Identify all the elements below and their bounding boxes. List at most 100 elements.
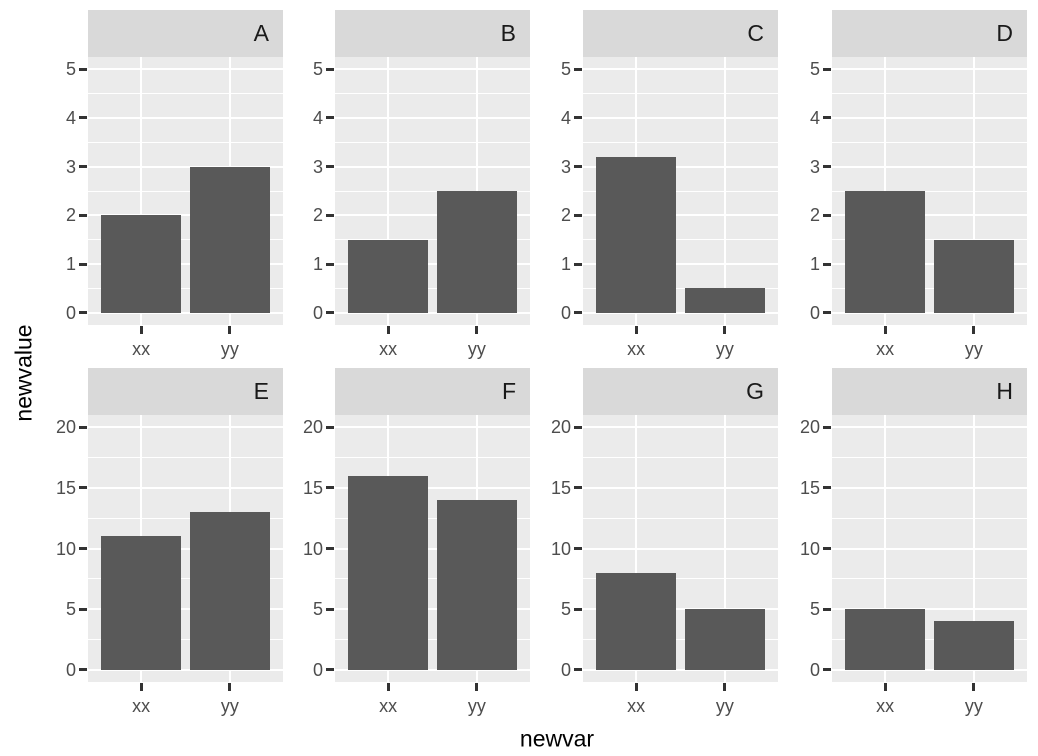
facet-strip-label: E (253, 378, 269, 404)
grid-major-line (88, 263, 283, 266)
grid-minor-line (88, 239, 283, 241)
facet-strip-label: B (500, 20, 516, 46)
y-tick-mark (79, 668, 87, 672)
facet-panel (88, 415, 283, 682)
grid-minor-line (335, 190, 530, 192)
y-tick-label: 15 (55, 477, 76, 498)
y-tick-label: 5 (560, 599, 571, 620)
bar-yy (933, 239, 1014, 313)
grid-major-line-vertical (884, 415, 887, 682)
y-tick-label: 5 (65, 599, 76, 620)
y-axis-title: newvalue (10, 324, 37, 422)
grid-minor-line (583, 639, 778, 641)
x-tick-mark (475, 683, 479, 691)
x-tick-mark (883, 683, 887, 691)
grid-major-line (335, 165, 530, 168)
facet-panel (335, 57, 530, 325)
grid-minor-line (832, 239, 1027, 241)
grid-major-line (583, 311, 778, 314)
y-tick-mark (79, 213, 87, 217)
facet-strip-label: H (996, 378, 1013, 404)
y-tick-label: 5 (312, 59, 323, 80)
grid-minor-line (335, 239, 530, 241)
grid-major-line (335, 68, 530, 71)
y-tick-mark (574, 213, 582, 217)
grid-minor-line (832, 639, 1027, 641)
bar-xx (596, 156, 677, 313)
grid-major-line-vertical (723, 57, 726, 325)
grid-minor-line (832, 517, 1027, 519)
grid-major-line (335, 311, 530, 314)
y-tick-mark (823, 67, 831, 71)
facet-strip-label: C (747, 20, 764, 46)
y-tick-mark (326, 165, 334, 169)
y-tick-mark (79, 116, 87, 120)
grid-minor-line (583, 578, 778, 580)
y-tick-mark (823, 116, 831, 120)
grid-minor-line (335, 639, 530, 641)
grid-major-line (88, 311, 283, 314)
grid-major-line (88, 214, 283, 217)
y-tick-mark (79, 607, 87, 611)
y-tick-label: 5 (560, 59, 571, 80)
x-tick-label-xx: xx (379, 696, 398, 716)
y-tick-mark (823, 425, 831, 429)
y-tick-label: 20 (55, 417, 76, 438)
bar-xx (101, 536, 182, 670)
y-tick-label: 2 (312, 205, 323, 226)
y-tick-label: 1 (809, 254, 820, 275)
y-tick-label: 4 (560, 107, 571, 128)
y-tick-label: 3 (65, 156, 76, 177)
x-tick-mark (972, 683, 976, 691)
y-tick-label: 10 (550, 538, 571, 559)
y-tick-label: 1 (312, 254, 323, 275)
y-tick-label: 3 (312, 156, 323, 177)
y-tick-mark (326, 262, 334, 266)
y-tick-mark (823, 262, 831, 266)
grid-minor-line (832, 93, 1027, 95)
grid-major-line (88, 486, 283, 489)
grid-minor-line (88, 93, 283, 95)
y-tick-label: 0 (65, 659, 76, 680)
grid-major-line (832, 668, 1027, 671)
y-tick-label: 15 (302, 477, 323, 498)
y-tick-mark (574, 668, 582, 672)
y-tick-label: 10 (302, 538, 323, 559)
y-tick-label: 0 (560, 302, 571, 323)
y-tick-label: 1 (65, 254, 76, 275)
bar-yy (436, 499, 517, 670)
x-axis-title: newvar (519, 725, 595, 752)
y-tick-mark (79, 547, 87, 550)
grid-major-line-vertical (972, 415, 975, 682)
y-tick-label: 0 (809, 302, 820, 323)
grid-major-line-vertical (972, 57, 975, 325)
grid-minor-line (335, 93, 530, 95)
grid-minor-line (583, 190, 778, 192)
y-tick-label: 4 (65, 107, 76, 128)
grid-minor-line (88, 517, 283, 519)
y-tick-mark (823, 607, 831, 611)
y-tick-label: 10 (799, 538, 820, 559)
y-tick-label: 2 (809, 205, 820, 226)
x-tick-mark (634, 683, 638, 691)
bar-xx (101, 215, 182, 313)
grid-minor-line (335, 517, 530, 519)
grid-major-line (832, 68, 1027, 71)
x-tick-mark (883, 326, 887, 334)
y-tick-label: 5 (312, 599, 323, 620)
grid-major-line (335, 263, 530, 266)
facet-strip: B (335, 10, 530, 57)
y-tick-mark (326, 486, 334, 490)
x-tick-mark (386, 326, 390, 334)
x-tick-mark (972, 326, 976, 334)
bar-xx (348, 475, 429, 670)
x-tick-label-yy: yy (964, 339, 983, 359)
x-tick-label-xx: xx (132, 339, 151, 359)
y-tick-label: 5 (809, 599, 820, 620)
grid-major-line-vertical (387, 57, 390, 325)
bar-xx (845, 609, 926, 670)
grid-major-line (832, 165, 1027, 168)
facet-strip: H (832, 368, 1027, 415)
y-tick-label: 20 (302, 417, 323, 438)
